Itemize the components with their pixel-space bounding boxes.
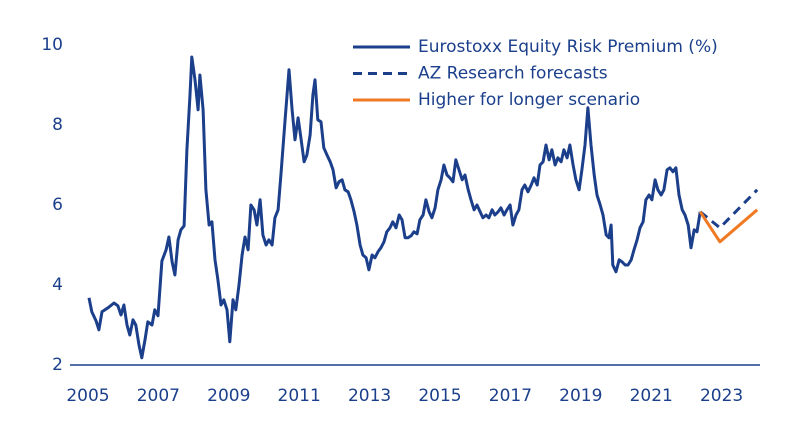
y-tick-label: 10 bbox=[41, 35, 63, 55]
x-tick-label: 2019 bbox=[559, 386, 602, 406]
x-tick-label: 2009 bbox=[207, 386, 250, 406]
x-tick-label: 2007 bbox=[137, 386, 180, 406]
x-tick-label: 2021 bbox=[630, 386, 673, 406]
x-tick-label: 2005 bbox=[66, 386, 109, 406]
legend-label: Higher for longer scenario bbox=[418, 90, 640, 110]
x-tick-label: 2011 bbox=[278, 386, 321, 406]
x-tick-label: 2023 bbox=[700, 386, 743, 406]
legend-label: Eurostoxx Equity Risk Premium (%) bbox=[418, 37, 718, 57]
y-tick-label: 6 bbox=[52, 195, 63, 215]
x-tick-label: 2015 bbox=[418, 386, 461, 406]
x-tick-label: 2013 bbox=[348, 386, 391, 406]
y-tick-label: 8 bbox=[52, 115, 63, 135]
series-line bbox=[699, 188, 759, 230]
y-tick-label: 2 bbox=[52, 355, 63, 375]
series-line bbox=[87, 55, 702, 360]
legend-label: AZ Research forecasts bbox=[418, 64, 608, 84]
x-tick-label: 2017 bbox=[489, 386, 532, 406]
series-line bbox=[698, 208, 759, 244]
y-tick-label: 4 bbox=[52, 275, 63, 295]
